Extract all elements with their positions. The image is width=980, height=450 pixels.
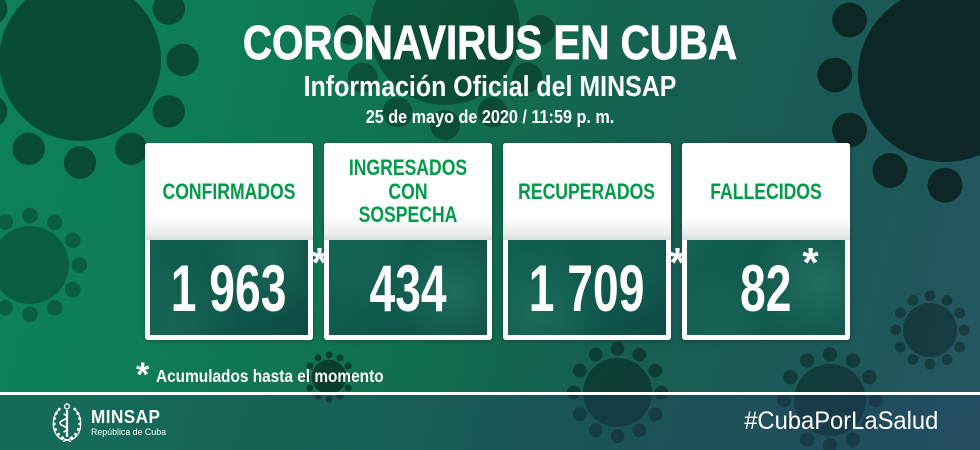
page-title: CORONAVIRUS EN CUBA [242,17,738,70]
stat-card-value: 1 709 [529,250,645,325]
stat-card-header: CONFIRMADOS [145,143,313,240]
stat-card-label: INGRESADOS CON SOSPECHA [348,154,468,228]
coronavirus-particle-icon [0,200,95,330]
asterisk-marker: * [311,238,328,286]
minsap-logo: MINSAP República de Cuba [50,402,168,443]
footnote: * Acumulados hasta el momento [136,356,415,394]
stat-card-value-panel: 82 * [687,240,845,335]
stat-card-confirmados: CONFIRMADOS 1 963 * [145,143,328,340]
stat-card-value: 1 963 [171,250,287,325]
report-date: 25 de mayo de 2020 / 11:59 p. m. [365,107,615,128]
minsap-logo-subtitle: República de Cuba [91,426,167,437]
stat-card-header: FALLECIDOS [682,143,850,240]
stat-card-recuperados: RECUPERADOS 1 709 * [503,143,686,340]
header: CORONAVIRUS EN CUBA Información Oficial … [0,17,980,128]
asterisk-marker: * [669,238,686,286]
stat-card-label: CONFIRMADOS [162,178,296,204]
minsap-caduceus-wreath-icon [52,403,82,443]
coronavirus-particle-icon [885,285,975,375]
stat-card-ingresados: INGRESADOS CON SOSPECHA 434 [324,143,492,340]
stat-card-value-panel: 1 709 * [508,240,686,335]
stat-card-header: RECUPERADOS [503,143,671,240]
stat-card-value-panel: 434 [329,240,487,335]
stat-card-value-panel: 1 963 * [150,240,328,335]
separator-line [0,392,980,395]
stat-cards-row: CONFIRMADOS 1 963 * INGRESADOS CON SOSPE… [145,143,850,340]
campaign-hashtag: #CubaPorLaSalud [743,407,938,435]
footer: MINSAP República de Cuba #CubaPorLaSalud [0,395,980,450]
minsap-logo-text: MINSAP República de Cuba [91,406,168,438]
page-subtitle: Información Oficial del MINSAP [303,71,677,103]
footnote-asterisk: * [136,356,150,394]
stat-card-value: 434 [369,250,447,325]
footer-band [0,395,980,450]
footnote-text: Acumulados hasta el momento [156,366,384,386]
stat-card-header: INGRESADOS CON SOSPECHA [324,143,492,240]
minsap-logo-title: MINSAP [91,406,161,427]
asterisk-marker: * [802,238,819,286]
stat-card-label: FALLECIDOS [710,178,822,204]
stat-card-fallecidos: FALLECIDOS 82 * [682,143,850,340]
stat-card-label: RECUPERADOS [518,178,656,204]
stat-card-value: 82 [740,250,792,325]
